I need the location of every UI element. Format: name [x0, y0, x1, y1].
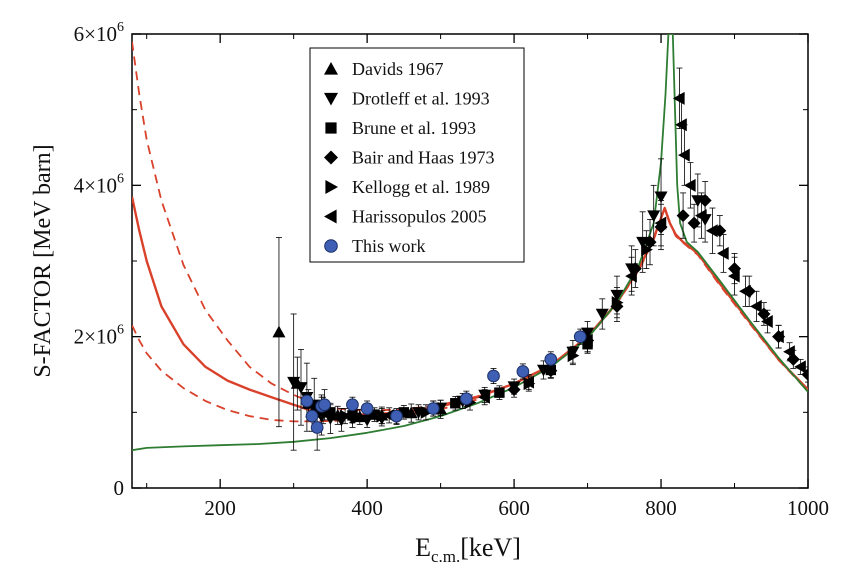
data-points: [272, 91, 808, 434]
point-triangle-left: [478, 390, 490, 404]
legend-marker-triangle-down: [324, 92, 338, 106]
point-triangle-left: [783, 345, 795, 359]
point-diamond: [544, 364, 558, 378]
legend-marker-triangle-right: [325, 180, 338, 194]
y-tick-label: 4×106: [74, 171, 124, 197]
point-diamond: [687, 216, 701, 230]
point-triangle-down: [294, 382, 308, 394]
point-triangle-right: [611, 296, 624, 310]
point-circle: [426, 402, 440, 415]
y-tick-label: 2×106: [74, 323, 124, 349]
legend-label: This work: [352, 236, 426, 256]
x-tick-label: 1000: [787, 496, 829, 520]
point-triangle-right: [641, 243, 653, 257]
point-triangle-left: [625, 269, 637, 283]
x-tick-label: 600: [498, 496, 530, 520]
point-triangle-left: [739, 284, 751, 298]
point-circle: [300, 394, 314, 408]
legend-label: Drotleff et al. 1993: [352, 89, 490, 109]
axis-ticks: 200 400 600 800 1000 0 2×106 4×106 6×106: [74, 20, 829, 520]
x-tick-label: 400: [351, 496, 383, 520]
legend-marker-diamond: [324, 150, 338, 165]
legend-marker-triangle-left: [324, 209, 337, 224]
point-triangle-left: [772, 330, 784, 344]
curve-dashed-red-lower: [132, 207, 808, 423]
point-triangle-left: [581, 333, 593, 347]
point-triangle-left: [683, 178, 696, 192]
point-diamond: [643, 235, 657, 249]
point-square: [450, 398, 461, 409]
point-triangle-left: [522, 375, 534, 389]
legend-label: Kellogg et al. 1989: [352, 177, 490, 197]
legend: Davids 1967 Drotleff et al. 1993 Brune et …: [309, 47, 525, 263]
point-triangle-left: [678, 148, 690, 162]
y-tick-label: 6×106: [74, 20, 124, 46]
legend-box: [309, 47, 525, 263]
y-tick-label: 0: [114, 476, 125, 500]
point-triangle-down: [647, 210, 661, 223]
point-circle: [360, 402, 374, 415]
point-circle: [573, 330, 587, 344]
point-triangle-left: [750, 299, 762, 313]
point-diamond: [676, 209, 690, 223]
legend-label: Davids 1967: [352, 59, 444, 79]
point-circle: [346, 398, 359, 412]
point-triangle-down: [610, 289, 624, 302]
point-circle: [459, 392, 473, 406]
point-square: [369, 409, 380, 420]
point-triangle-left: [675, 118, 687, 132]
point-triangle-left: [672, 91, 685, 105]
x-tick-label: 800: [645, 496, 677, 520]
point-diamond: [801, 368, 808, 381]
point-triangle-right: [567, 349, 580, 363]
point-triangle-left: [705, 224, 718, 238]
legend-label: Bair and Haas 1973: [352, 148, 494, 168]
model-curves: [132, 34, 808, 452]
point-triangle-left: [728, 269, 740, 283]
curve-solid-green: [132, 34, 808, 452]
point-circle: [318, 398, 331, 412]
point-diamond: [507, 383, 521, 397]
point-triangle-down: [595, 308, 609, 321]
x-axis-label: Ec.m.[keV]: [415, 533, 521, 566]
point-square: [398, 407, 410, 418]
legend-marker-circle: [324, 239, 338, 253]
point-circle: [390, 409, 403, 423]
point-triangle-right: [339, 409, 352, 423]
point-triangle-left: [717, 246, 729, 260]
point-circle: [305, 409, 319, 423]
point-circle: [487, 369, 500, 383]
point-triangle-left: [794, 360, 806, 374]
legend-label: Brune et al. 1993: [352, 118, 476, 138]
legend-marker-triangle-up: [324, 62, 338, 75]
curve-dashed-red-upper: [132, 41, 808, 412]
point-triangle-right: [376, 409, 389, 423]
point-square: [325, 407, 336, 418]
point-triangle-left: [694, 209, 707, 223]
point-diamond: [698, 193, 712, 207]
point-triangle-down: [287, 376, 301, 389]
x-tick-label: 200: [204, 496, 236, 520]
point-triangle-down: [654, 191, 668, 204]
point-triangle-left: [654, 216, 667, 230]
point-circle: [310, 421, 324, 434]
y-axis-label: S-FACTOR [MeV barn]: [30, 144, 56, 377]
point-triangle-up: [272, 325, 286, 338]
point-triangle-left: [761, 315, 773, 329]
point-diamond: [628, 262, 642, 276]
legend-marker-square: [325, 122, 337, 134]
point-circle: [516, 365, 530, 378]
point-triangle-down: [581, 327, 595, 340]
point-square: [494, 387, 505, 398]
legend-label: Harissopulos 2005: [352, 207, 487, 227]
point-triangle-left: [345, 408, 358, 422]
point-circle: [544, 353, 558, 366]
point-diamond: [786, 352, 800, 366]
point-triangle-right: [420, 405, 433, 419]
